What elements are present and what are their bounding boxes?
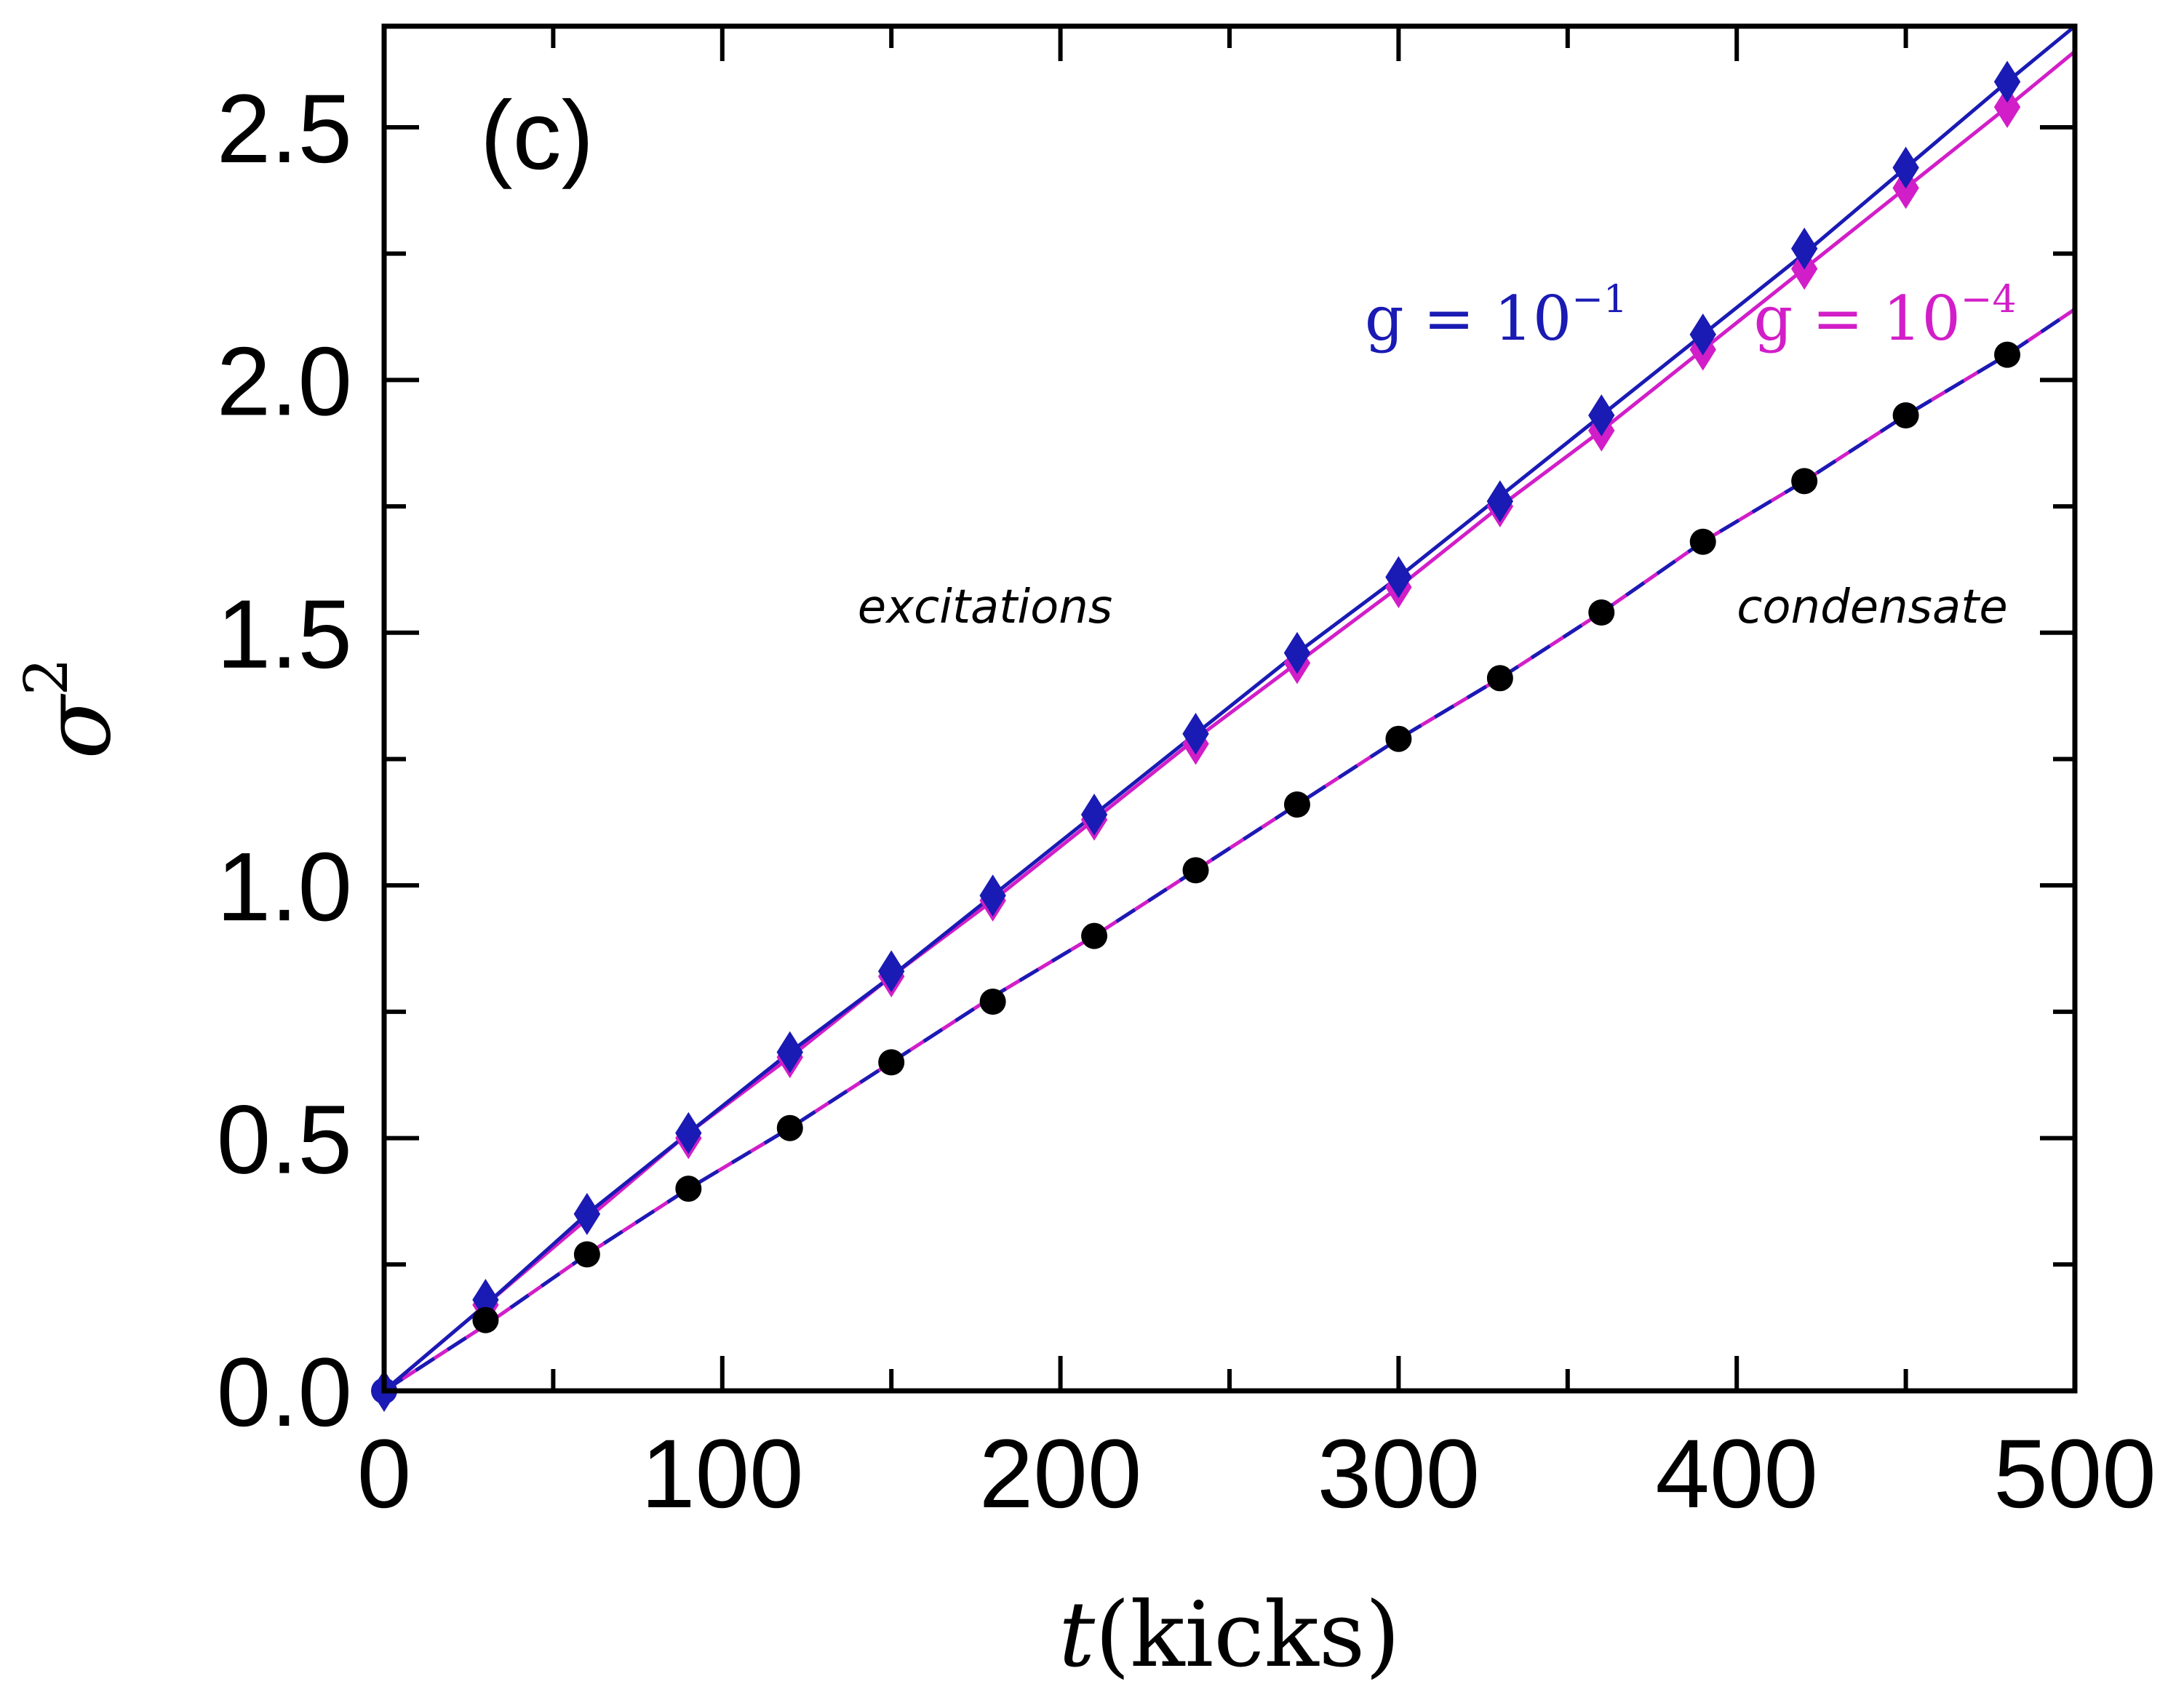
g-1e-1-exponent: −1 [1571, 278, 1627, 322]
y-tick-label: 0.0 [217, 1338, 352, 1447]
plot-frame [381, 23, 2078, 1394]
condensate-marker [776, 1114, 803, 1141]
series-markers [370, 60, 2021, 1412]
panel-label: (c) [480, 81, 594, 190]
g-1e-1-base: g = 10 [1365, 283, 1571, 354]
excitations-g1e-1-marker [1892, 146, 1919, 189]
condensate-marker [1588, 599, 1615, 626]
x-tick-label: 400 [1655, 1420, 1818, 1528]
x-tick-label: 300 [1318, 1420, 1480, 1528]
x-axis-variable: t [1059, 1583, 1096, 1688]
excitations-g1e-1-marker [1385, 556, 1412, 599]
y-tick-label: 1.0 [217, 833, 352, 941]
series-line-condensate-g1e-1 [383, 308, 2076, 1393]
g-1e-4-exponent: −4 [1961, 278, 2017, 322]
x-axis-unit: (kicks) [1095, 1583, 1400, 1688]
condensate-marker [1994, 341, 2021, 368]
excitations-g1e-1-marker [1486, 480, 1514, 523]
condensate-annotation: condensate [1737, 580, 2008, 634]
x-tick-label: 200 [979, 1420, 1142, 1528]
y-axis-symbol: σ [23, 693, 132, 759]
excitations-annotation: excitations [858, 580, 1112, 634]
x-tick-label: 0 [357, 1420, 412, 1528]
y-tick-label: 0.5 [217, 1086, 352, 1194]
condensate-marker [1689, 528, 1716, 555]
g-1e-1-label: g = 10−1 [1365, 278, 1627, 354]
excitations-g1e-1-marker [1790, 227, 1818, 270]
excitations-g1e-1-marker [1993, 60, 2021, 103]
excitations-g1e-1-marker [675, 1112, 702, 1154]
condensate-marker [1081, 922, 1108, 949]
g-1e-4-label: g = 10−4 [1753, 278, 2016, 354]
y-axis-exponent: 2 [12, 658, 81, 695]
condensate-marker [979, 988, 1006, 1015]
condensate-marker [1892, 402, 1919, 429]
condensate-marker [1486, 665, 1513, 692]
series-line-excitations-g1e-4 [383, 49, 2076, 1392]
x-axis-title: t(kicks) [1059, 1583, 1400, 1688]
y-tick-label: 2.0 [217, 327, 352, 436]
condensate-marker [1182, 857, 1209, 884]
excitations-g1e-1-marker [1689, 313, 1716, 356]
condensate-marker [878, 1049, 905, 1076]
excitations-g1e-4-marker [1993, 86, 2021, 129]
y-axis-title: σ2 [12, 658, 132, 759]
condensate-marker [1283, 791, 1310, 818]
tick-labels: 0 100 200 300 400 500 0.0 0.5 1.0 1.5 2.0 2.5 [217, 75, 2156, 1528]
excitations-g1e-1-marker [1080, 794, 1108, 836]
x-tick-label: 500 [1993, 1420, 2156, 1528]
excitations-g1e-1-marker [1182, 712, 1209, 755]
g-1e-4-base: g = 10 [1753, 283, 1960, 354]
condensate-marker [472, 1306, 499, 1333]
y-tick-label: 1.5 [217, 580, 352, 689]
condensate-marker [1791, 468, 1818, 495]
series-line-excitations-g1e-1 [383, 25, 2076, 1392]
condensate-marker [675, 1176, 702, 1202]
excitations-g1e-1-marker [878, 950, 905, 993]
x-tick-label: 100 [641, 1420, 804, 1528]
excitations-g1e-1-marker [776, 1031, 803, 1074]
series-lines [383, 25, 2076, 1393]
excitations-g1e-1-marker [979, 874, 1006, 917]
condensate-marker [1385, 725, 1412, 752]
excitations-g1e-1-marker [1283, 631, 1311, 674]
excitations-g1e-1-marker [573, 1192, 601, 1235]
y-tick-label: 2.5 [217, 75, 352, 183]
excitations-g1e-1-marker [1588, 394, 1615, 436]
condensate-marker [573, 1241, 600, 1268]
